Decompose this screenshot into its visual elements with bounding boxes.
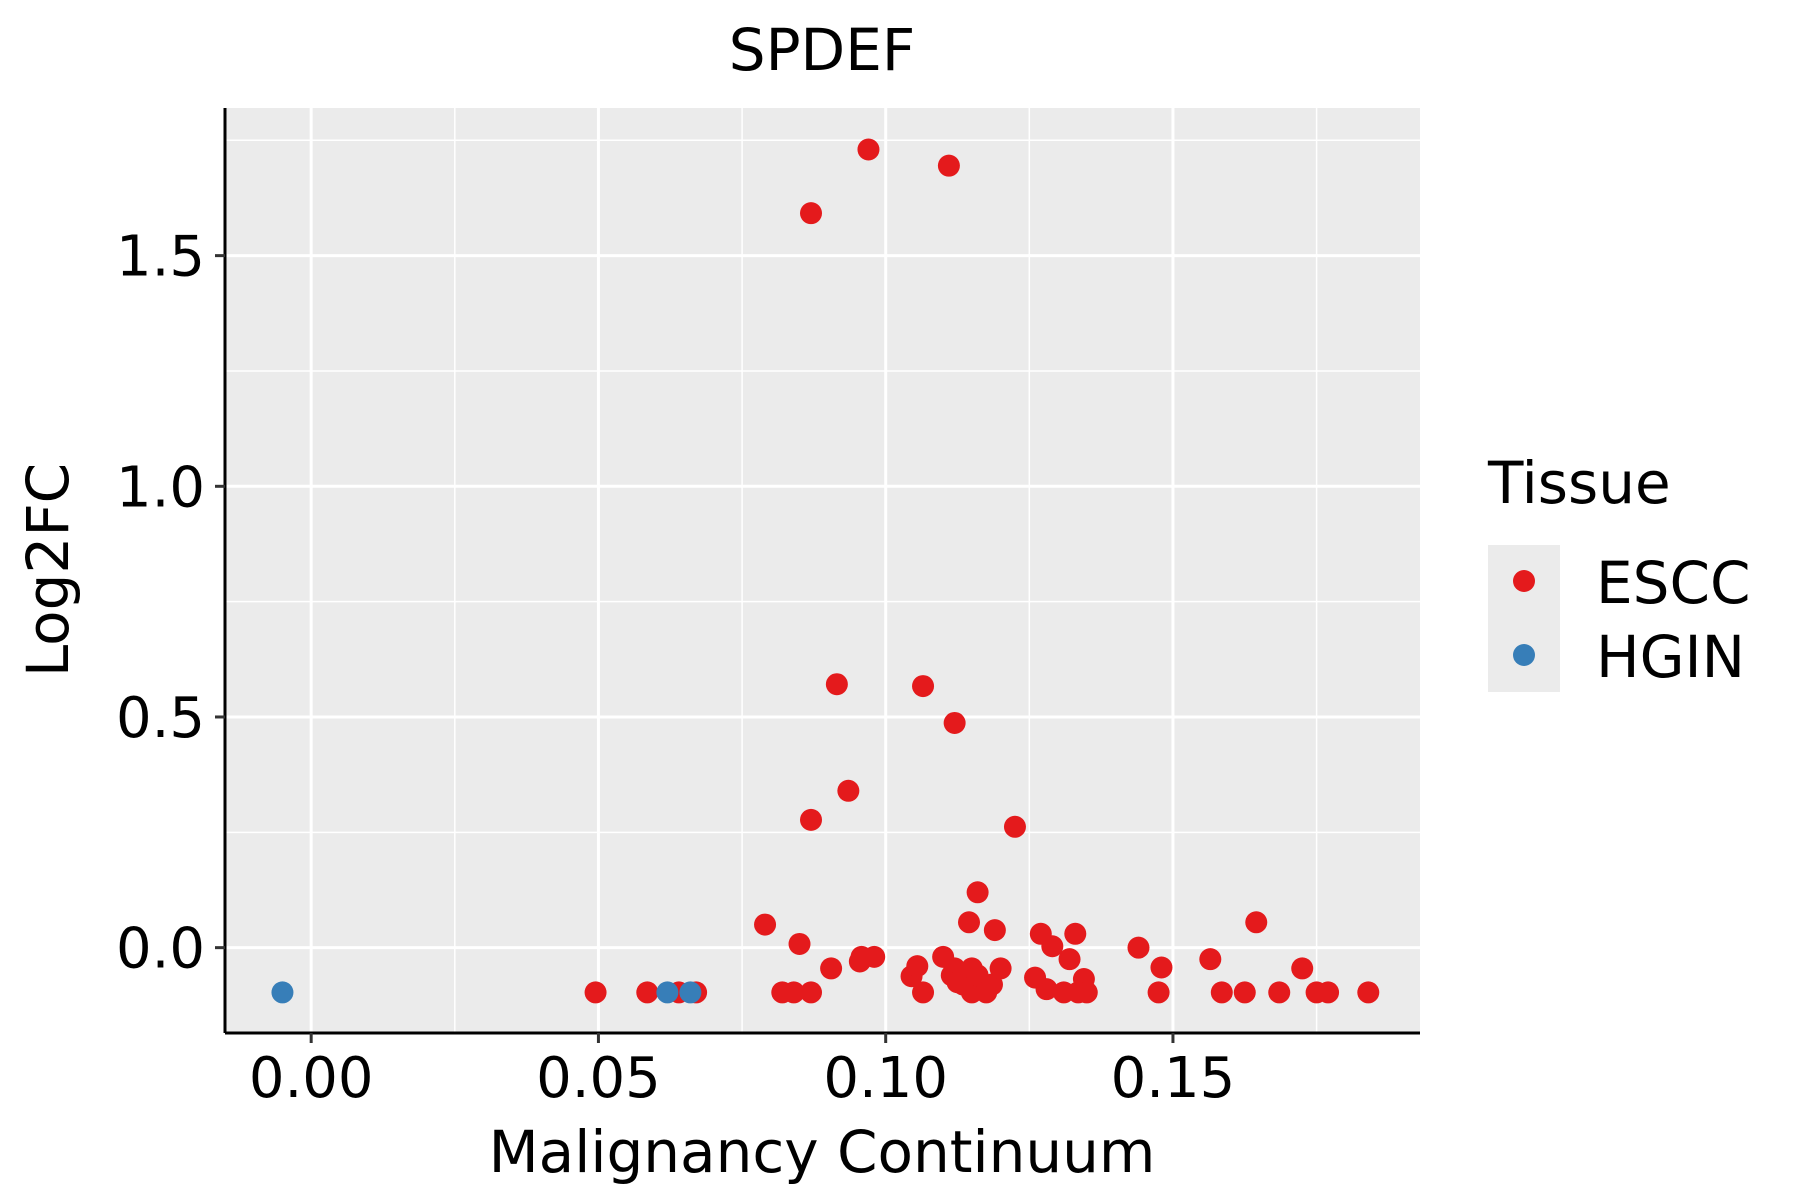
data-point-escc — [1199, 948, 1222, 971]
legend-title: Tissue — [1487, 449, 1671, 517]
data-point-escc — [1147, 981, 1170, 1004]
data-point-escc — [1150, 956, 1173, 979]
y-tick-label: 0.0 — [116, 917, 205, 982]
y-axis-ticks: 0.0 0.5 1.0 1.5 — [116, 225, 225, 982]
data-point-escc — [1064, 922, 1087, 945]
data-point-escc — [584, 981, 607, 1004]
x-axis-label: Malignancy Continuum — [489, 1118, 1156, 1186]
legend: Tissue ESCC HGIN — [1487, 449, 1750, 692]
major-gridlines — [225, 108, 1420, 1033]
data-point-escc — [943, 711, 966, 734]
data-point-escc — [912, 981, 935, 1004]
data-point-escc — [800, 808, 823, 831]
data-point-hgin — [656, 981, 679, 1004]
data-point-escc — [958, 911, 981, 934]
data-point-escc — [754, 913, 777, 936]
data-point-escc — [1035, 978, 1058, 1001]
x-tick-label: 0.05 — [536, 1046, 661, 1111]
x-axis-ticks: 0.00 0.05 0.10 0.15 — [249, 1033, 1235, 1111]
minor-gridlines — [225, 108, 1420, 1033]
legend-label-hgin: HGIN — [1596, 623, 1745, 691]
legend-label-escc: ESCC — [1596, 549, 1750, 617]
data-point-escc — [1003, 815, 1026, 838]
data-point-escc — [906, 955, 929, 978]
data-point-escc — [966, 881, 989, 904]
y-axis-label: Log2FC — [14, 463, 82, 677]
data-point-escc — [1291, 957, 1314, 980]
panel-background — [225, 108, 1420, 1033]
legend-key-hgin — [1513, 644, 1535, 666]
x-tick-label: 0.00 — [249, 1046, 374, 1111]
data-point-escc — [782, 981, 805, 1004]
data-point-escc — [800, 981, 823, 1004]
data-point-escc — [983, 919, 1006, 942]
data-point-escc — [937, 154, 960, 177]
data-point-escc — [825, 673, 848, 696]
data-point-escc — [1041, 935, 1064, 958]
data-point-escc — [1268, 981, 1291, 1004]
data-point-escc — [1058, 948, 1081, 971]
data-point-escc — [1245, 911, 1268, 934]
y-tick-label: 0.5 — [116, 686, 205, 751]
data-point-escc — [1233, 981, 1256, 1004]
x-tick-label: 0.10 — [823, 1046, 948, 1111]
data-point-escc — [800, 202, 823, 225]
data-point-escc — [989, 957, 1012, 980]
data-point-hgin — [679, 981, 702, 1004]
data-point-escc — [837, 779, 860, 802]
data-point-escc — [857, 138, 880, 161]
data-points — [271, 138, 1380, 1004]
data-point-escc — [788, 932, 811, 955]
chart-title: SPDEF — [729, 16, 915, 84]
legend-key-background — [1488, 545, 1560, 692]
data-point-escc — [980, 973, 1003, 996]
x-tick-label: 0.15 — [1111, 1046, 1236, 1111]
data-point-escc — [1210, 981, 1233, 1004]
data-point-escc — [1357, 981, 1380, 1004]
data-point-escc — [820, 957, 843, 980]
data-point-escc — [636, 981, 659, 1004]
data-point-escc — [912, 675, 935, 698]
data-point-escc — [1127, 936, 1150, 959]
data-point-escc — [1317, 981, 1340, 1004]
legend-key-escc — [1513, 570, 1535, 592]
data-point-escc — [1075, 981, 1098, 1004]
data-point-hgin — [271, 981, 294, 1004]
y-tick-label: 1.5 — [116, 225, 205, 290]
data-point-escc — [863, 945, 886, 968]
y-tick-label: 1.0 — [116, 455, 205, 520]
